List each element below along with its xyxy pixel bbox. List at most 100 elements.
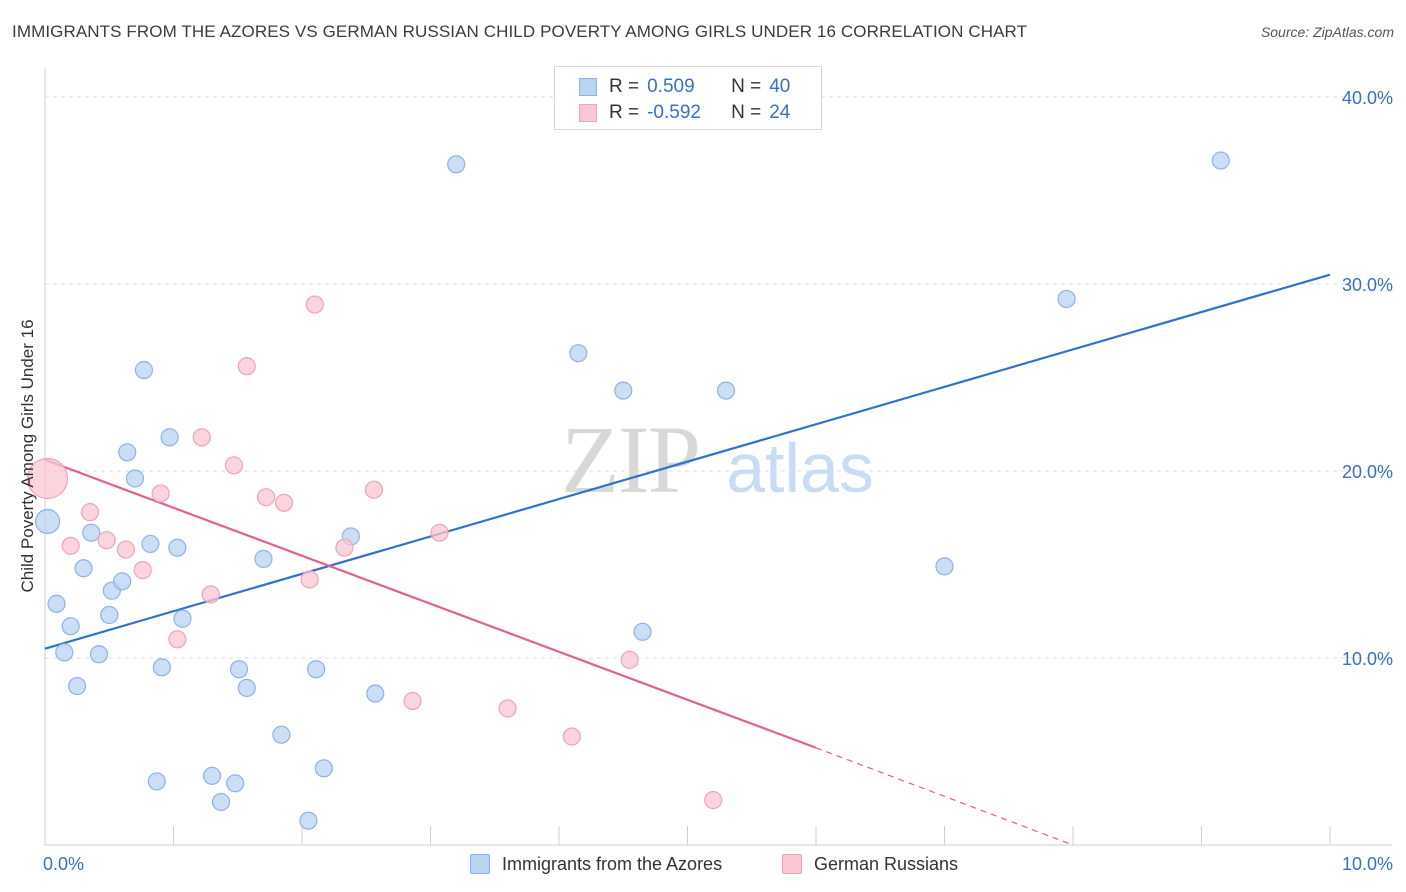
point-azores xyxy=(1057,289,1076,309)
legend-n-value: 24 xyxy=(769,102,791,123)
point-azores xyxy=(226,774,245,793)
legend-r-label: R = xyxy=(609,102,640,123)
legend-n-label: N = xyxy=(731,102,762,123)
point-german-russians xyxy=(403,691,422,711)
point-german-russians xyxy=(274,493,294,512)
point-azores xyxy=(61,617,80,636)
point-german-russians xyxy=(237,357,256,376)
point-azores xyxy=(74,559,93,578)
point-german-russians xyxy=(151,484,170,503)
chart-source: Source: ZipAtlas.com xyxy=(1260,24,1394,40)
point-german-russians xyxy=(26,457,69,500)
point-azores xyxy=(211,792,231,812)
point-azores xyxy=(299,811,318,830)
y-tick-label: 20.0% xyxy=(1342,462,1393,482)
point-german-russians xyxy=(300,570,319,589)
point-azores xyxy=(935,557,954,576)
point-azores xyxy=(147,772,166,791)
y-tick-label: 30.0% xyxy=(1342,275,1393,295)
legend-r-value: 0.509 xyxy=(647,76,695,97)
legend-r-value: -0.592 xyxy=(647,102,701,123)
point-german-russians xyxy=(201,585,220,604)
point-azores xyxy=(160,428,179,447)
point-azores xyxy=(366,684,385,703)
watermark-zip: ZIP xyxy=(561,406,699,513)
point-german-russians xyxy=(498,699,517,718)
trend-line-german-russians-extension xyxy=(815,747,1074,846)
legend-n-value: 40 xyxy=(769,76,791,97)
series-swatch-blue xyxy=(470,854,490,874)
series-name-german-russians: German Russians xyxy=(814,853,959,874)
point-german-russians xyxy=(133,561,152,580)
point-azores xyxy=(614,381,633,400)
series-name-azores: Immigrants from the Azores xyxy=(502,853,723,874)
y-tick-label: 40.0% xyxy=(1342,88,1393,108)
point-azores xyxy=(633,622,652,641)
point-azores xyxy=(254,549,273,568)
point-german-russians xyxy=(61,536,80,555)
point-german-russians xyxy=(364,480,384,499)
point-azores xyxy=(141,534,160,554)
point-german-russians xyxy=(168,630,187,649)
point-german-russians xyxy=(335,538,354,557)
point-german-russians xyxy=(256,488,276,507)
grid-lines xyxy=(45,96,1392,659)
x-tick-label-min: 0.0% xyxy=(43,854,84,874)
point-german-russians xyxy=(80,503,100,522)
point-azores xyxy=(447,155,466,174)
legend-swatch-blue xyxy=(579,78,597,96)
watermark-atlas: atlas xyxy=(726,429,874,507)
series-legend-german-russians: German Russians xyxy=(782,852,958,876)
correlation-legend: R = 0.509 N = 40 R = -0.592 N = 24 xyxy=(554,66,822,130)
point-azores xyxy=(1211,151,1230,170)
watermark: ZIP atlas xyxy=(561,406,874,513)
legend-r-label: R = xyxy=(609,76,640,97)
point-azores xyxy=(168,538,187,557)
point-german-russians xyxy=(116,540,136,559)
point-azores xyxy=(118,443,137,462)
point-azores xyxy=(125,469,145,488)
point-german-russians xyxy=(562,727,581,746)
series-swatch-pink xyxy=(782,854,802,874)
point-german-russians xyxy=(224,456,243,475)
x-tick-label-max: 10.0% xyxy=(1342,854,1393,874)
point-azores xyxy=(202,766,222,785)
point-azores xyxy=(100,605,119,625)
point-azores xyxy=(314,759,333,778)
point-azores xyxy=(134,360,154,380)
legend-row-german-russians: R = -0.592 N = 24 xyxy=(579,101,790,125)
point-azores xyxy=(34,508,61,535)
point-azores xyxy=(82,523,101,542)
legend-swatch-pink xyxy=(579,104,597,122)
data-points xyxy=(26,151,1230,830)
point-azores xyxy=(68,676,87,696)
point-german-russians xyxy=(704,791,723,810)
chart-title: IMMIGRANTS FROM THE AZORES VS GERMAN RUS… xyxy=(12,22,1028,41)
y-tick-label: 10.0% xyxy=(1342,649,1393,669)
point-german-russians xyxy=(97,531,116,550)
point-azores xyxy=(307,660,326,679)
point-azores xyxy=(716,381,736,400)
point-german-russians xyxy=(620,650,639,669)
axes xyxy=(44,68,1392,846)
trend-lines xyxy=(44,273,1331,846)
point-azores xyxy=(47,594,66,613)
trend-line-azores xyxy=(44,273,1331,650)
trend-line-german-russians xyxy=(44,458,817,749)
series-legend-azores: Immigrants from the Azores xyxy=(470,852,722,876)
point-german-russians xyxy=(192,428,211,447)
y-axis-label: Child Poverty Among Girls Under 16 xyxy=(18,319,37,593)
point-german-russians xyxy=(305,295,324,314)
point-azores xyxy=(237,678,256,698)
point-azores xyxy=(569,344,588,363)
point-azores xyxy=(89,645,109,664)
point-azores xyxy=(272,725,291,744)
legend-row-azores: R = 0.509 N = 40 xyxy=(579,75,790,99)
legend-n-label: N = xyxy=(731,76,762,97)
tick-labels: 10.0% 20.0% 30.0% 40.0% 0.0% 10.0% xyxy=(43,88,1393,874)
point-german-russians xyxy=(430,523,449,542)
point-azores xyxy=(229,660,249,679)
point-azores xyxy=(55,643,74,662)
point-azores xyxy=(112,572,132,591)
